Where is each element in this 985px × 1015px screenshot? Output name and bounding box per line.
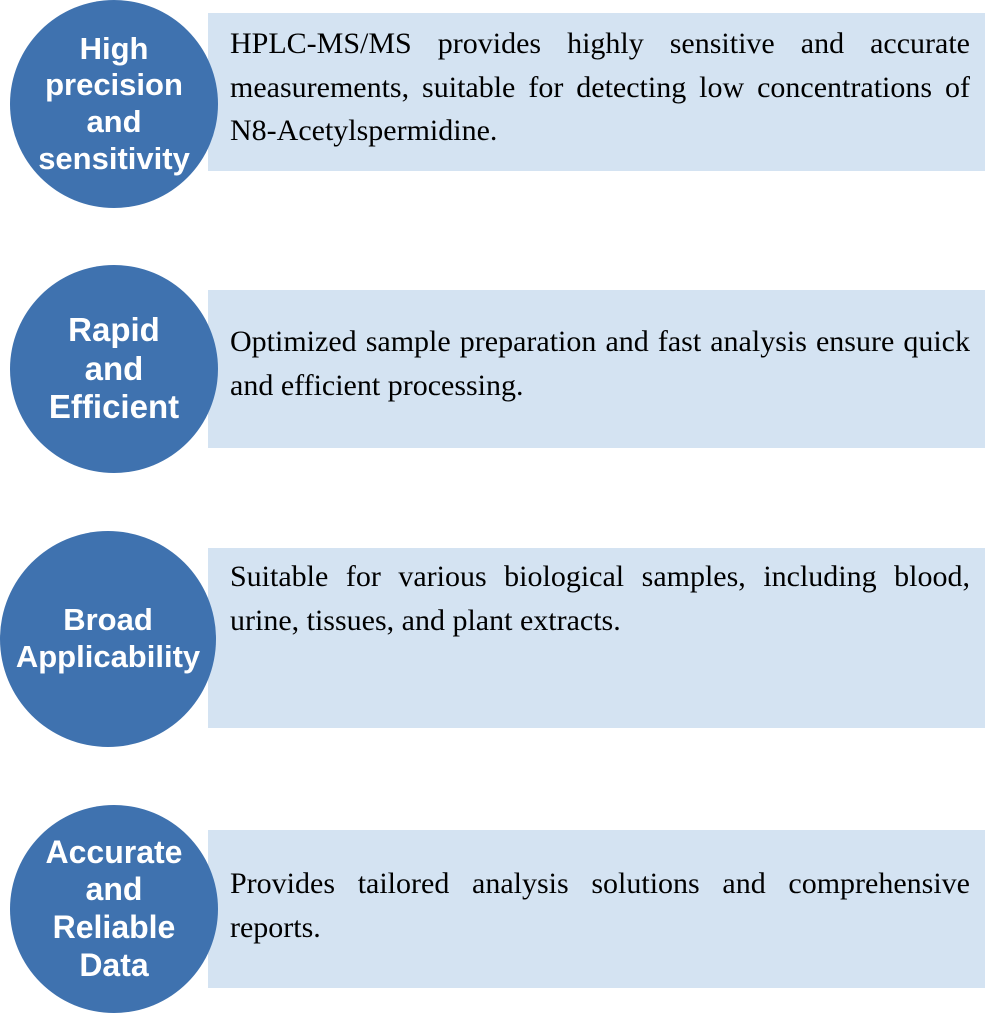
- feature-title-1: RapidandEfficient: [49, 311, 179, 428]
- feature-title-2: BroadApplicability: [16, 602, 200, 675]
- feature-description-3: Provides tailored analysis solutions and…: [230, 862, 970, 949]
- feature-circle-0: Highprecisionandsensitivity: [10, 0, 218, 208]
- feature-title-0: Highprecisionandsensitivity: [38, 31, 190, 177]
- feature-description-0: HPLC-MS/MS provides highly sensitive and…: [230, 22, 970, 153]
- feature-circle-2: BroadApplicability: [0, 531, 216, 747]
- feature-description-2: Suitable for various biological samples,…: [230, 555, 970, 642]
- feature-circle-1: RapidandEfficient: [10, 265, 218, 473]
- feature-title-3: AccurateandReliableData: [46, 834, 183, 985]
- feature-circle-3: AccurateandReliableData: [10, 805, 218, 1013]
- feature-description-1: Optimized sample preparation and fast an…: [230, 320, 970, 407]
